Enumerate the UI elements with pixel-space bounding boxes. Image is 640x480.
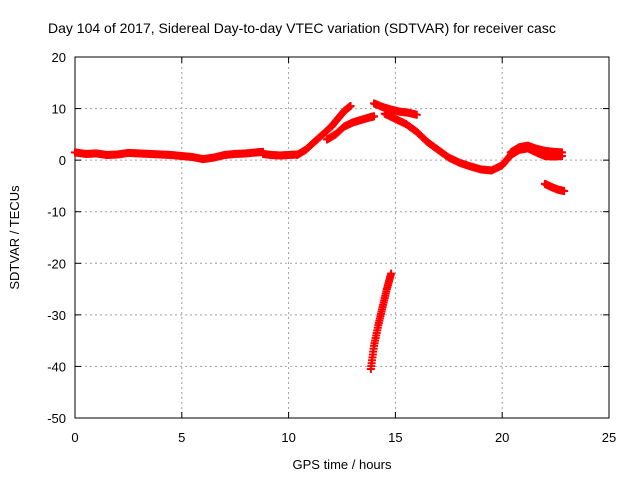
x-tick-label: 5 xyxy=(178,430,185,445)
x-tick-label: 20 xyxy=(495,430,509,445)
y-axis-label: SDTVAR / TECUs xyxy=(7,185,22,290)
y-axis-ticks: 20 10 0 -10 -20 -30 -40 -50 xyxy=(47,50,609,426)
series-track-a xyxy=(71,147,267,164)
data-point xyxy=(558,148,567,157)
data-point xyxy=(346,101,355,110)
x-axis-ticks: 0 5 10 15 20 25 xyxy=(71,57,616,445)
series-track-h xyxy=(540,179,569,196)
y-tick-label: 10 xyxy=(52,102,66,117)
y-tick-label: 20 xyxy=(52,50,66,65)
data-point xyxy=(560,187,569,196)
x-tick-label: 10 xyxy=(281,430,295,445)
y-tick-label: -10 xyxy=(47,205,66,220)
series-track-e xyxy=(370,99,421,119)
series-track-i xyxy=(366,269,396,374)
y-tick-label: -20 xyxy=(47,256,66,271)
series-track-c xyxy=(293,101,355,159)
chart-title: Day 104 of 2017, Sidereal Day-to-day VTE… xyxy=(48,20,556,36)
x-tick-label: 25 xyxy=(602,430,616,445)
data-point xyxy=(370,112,379,121)
data-point xyxy=(412,110,421,119)
series-track-g xyxy=(506,141,567,157)
x-tick-label: 15 xyxy=(388,430,402,445)
series-track-d xyxy=(323,112,379,144)
series-track-f xyxy=(380,109,567,175)
y-tick-label: -40 xyxy=(47,359,66,374)
y-tick-label: 0 xyxy=(59,153,66,168)
x-tick-label: 0 xyxy=(71,430,78,445)
y-tick-label: -50 xyxy=(47,411,66,426)
x-axis-label: GPS time / hours xyxy=(293,457,392,472)
data-point xyxy=(387,269,396,278)
plot-frame xyxy=(74,56,610,419)
y-tick-label: -30 xyxy=(47,308,66,323)
data-markers xyxy=(71,99,569,374)
